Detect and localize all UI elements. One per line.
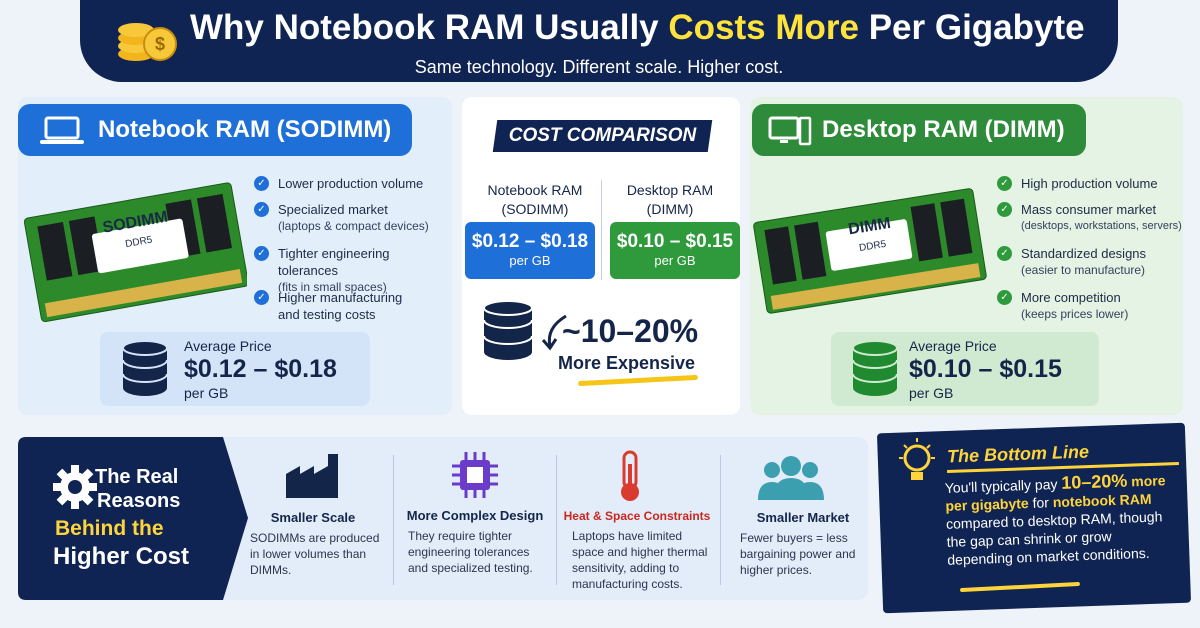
comparison-label: Notebook RAM (SODIMM) [487, 182, 583, 217]
bullet-text: Standardized designs [1021, 246, 1147, 261]
chip-sub: DDR5 [858, 238, 887, 254]
laptop-icon [40, 116, 84, 144]
comparison-title: COST COMPARISON [508, 125, 697, 146]
title: Why Notebook RAM Usually Costs More Per … [190, 8, 1110, 48]
bullet-text: High production volume [1021, 176, 1158, 191]
bullet: ✓ More competition (keeps prices lower) [997, 289, 1182, 323]
reason-text: Fewer buyers = less bargaining power and… [740, 531, 856, 577]
reason-text: They require tighter engineering toleran… [408, 529, 533, 575]
bullet: ✓ Specialized market (laptops & compact de… [254, 201, 449, 235]
bullet: ✓ High production volume [997, 175, 1182, 192]
stack-icon [122, 340, 168, 396]
bullet-text: Mass consumer market [1021, 202, 1157, 217]
bullet: ✓ Lower production volume [254, 175, 449, 192]
divider [601, 180, 602, 280]
divider [720, 455, 721, 585]
reasons-arrow [18, 437, 248, 600]
bullet-text: Higher manufacturing and testing costs [278, 290, 403, 322]
subtitle: Same technology. Different scale. Higher… [414, 57, 784, 77]
text: for [1028, 494, 1054, 512]
bullet-text: More competition [1021, 290, 1121, 305]
reason: Heat & Space Constraints Laptops have lim… [562, 500, 712, 592]
reason-title: Smaller Scale [270, 510, 356, 525]
header-banner [80, 0, 1118, 82]
bullet: ✓ Higher manufacturing and testing costs [254, 289, 424, 323]
reason: Smaller Scale SODIMMs are produced in low… [238, 502, 388, 578]
price-unit: per GB [909, 385, 954, 401]
svg-text:$: $ [155, 34, 165, 54]
notebook-heading: Notebook RAM (SODIMM) [18, 104, 412, 156]
difference: ~10–20% [562, 313, 699, 349]
comparison-price: $0.12 – $0.18 [471, 231, 589, 252]
comparison-price: $0.10 – $0.15 [616, 231, 734, 252]
desktop-heading: Desktop RAM (DIMM) [752, 104, 1086, 156]
bullet-note: (desktops, workstations, servers) [1021, 220, 1182, 232]
bullet-note: (fits in small spaces) [278, 280, 387, 294]
sodimm-stick [23, 182, 247, 323]
reasons-title: Behind the [55, 517, 164, 540]
comparison-price-box: $0.12 – $0.18 per GB [465, 222, 595, 279]
factory-icon [286, 454, 338, 498]
divider [393, 455, 394, 585]
bulb-icon [899, 438, 935, 480]
desktop-icon [768, 116, 812, 146]
price-unit: per GB [184, 385, 229, 401]
reason-title: Heat & Space Constraints [563, 509, 711, 523]
bullet-text: Specialized market [278, 202, 388, 217]
bullet: ✓ Tighter engineering tolerances (fits in … [254, 245, 449, 296]
difference-label: More Expensive [558, 353, 696, 373]
bullet-text: Tighter engineering tolerances [278, 246, 390, 278]
bottom-line-text: You'll typically pay 10–20% more per gig… [944, 470, 1172, 569]
reason: More Complex Design They require tighter … [400, 500, 550, 576]
comparison-label: Desktop RAM (DIMM) [626, 182, 714, 217]
chip-sub: DDR5 [124, 234, 154, 251]
reasons-title: Reasons [97, 490, 181, 512]
heading-text: Desktop RAM (DIMM) [822, 116, 1065, 143]
people-icon [758, 456, 824, 500]
reason-title: Smaller Market [756, 510, 850, 525]
title-text: Per Gigabyte [858, 8, 1085, 47]
reason-text: Laptops have limited space and higher th… [572, 529, 708, 591]
chip-icon [452, 452, 498, 498]
bullet-note: (laptops & compact devices) [278, 219, 429, 233]
price-label: Average Price [184, 338, 272, 354]
highlight: notebook RAM [1052, 490, 1152, 511]
reason-text: SODIMMs are produced in lower volumes th… [250, 531, 380, 577]
bullet: ✓ Mass consumer market (desktops, workstat… [997, 201, 1182, 235]
comparison-unit: per GB [654, 253, 696, 268]
bullet-text: Lower production volume [278, 176, 424, 191]
text: compared to desktop RAM, though the gap … [945, 508, 1163, 568]
divider [556, 455, 557, 585]
comparison-price-box: $0.10 – $0.15 per GB [610, 222, 740, 279]
heading-text: Notebook RAM (SODIMM) [98, 116, 392, 143]
title-highlight: Costs More [668, 8, 859, 47]
bullet-note: (keeps prices lower) [1021, 307, 1129, 321]
reason-title: More Complex Design [406, 508, 544, 523]
bullet-note: (easier to manufacture) [1021, 263, 1146, 277]
reasons-title: Higher Cost [53, 543, 190, 570]
text: You'll typically pay [944, 475, 1062, 496]
thermometer-icon [621, 450, 639, 501]
stack-icon [852, 340, 898, 396]
coins-icon: $ [118, 23, 177, 61]
title-text: Why Notebook RAM Usually [190, 8, 669, 47]
arrow [541, 314, 567, 351]
comparison-unit: per GB [509, 253, 551, 268]
dimm-stick [753, 188, 987, 314]
price: $0.12 – $0.18 [184, 355, 337, 383]
stack-icon [483, 300, 533, 360]
price: $0.10 – $0.15 [909, 355, 1062, 383]
price-label: Average Price [909, 338, 997, 354]
reasons-title: The Real [95, 466, 179, 488]
reason: Smaller Market Fewer buyers = less bargai… [728, 502, 878, 578]
highlight: 10–20% [1060, 470, 1128, 493]
bullet: ✓ Standardized designs (easier to manufact… [997, 245, 1182, 279]
